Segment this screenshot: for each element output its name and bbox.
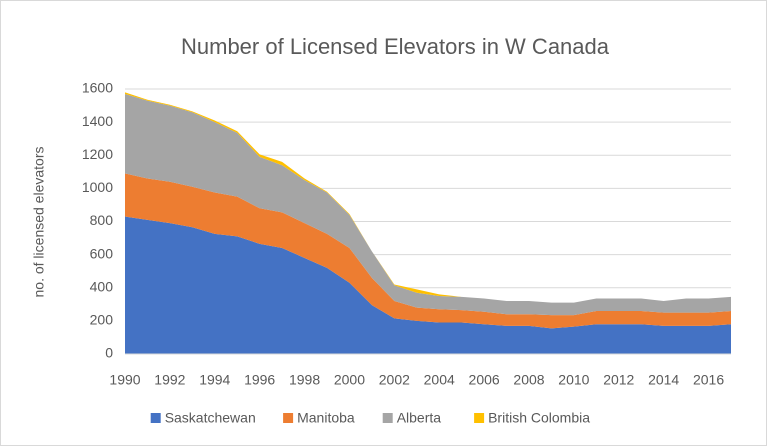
area	[125, 173, 731, 329]
legend-label: Alberta	[397, 410, 442, 426]
x-tick-label: 2010	[558, 372, 589, 388]
legend-swatch	[150, 413, 161, 423]
y-tick-label: 1600	[82, 80, 113, 96]
x-tick-label: 1998	[289, 372, 320, 388]
x-tick-label: 1996	[244, 372, 275, 388]
legend-label: Manitoba	[297, 410, 355, 426]
y-tick-label: 1000	[82, 179, 113, 195]
x-tick-label: 2014	[648, 372, 679, 388]
y-tick-label: 1200	[82, 146, 113, 162]
x-tick-label: 1994	[199, 372, 230, 388]
x-tick-label: 2000	[334, 372, 365, 388]
y-tick-label: 600	[90, 245, 114, 261]
x-tick-label: 2016	[693, 372, 724, 388]
y-tick-label: 200	[90, 312, 114, 328]
y-tick-label: 1400	[82, 113, 113, 129]
x-tick-label: 2006	[469, 372, 500, 388]
area	[125, 93, 731, 316]
legend-swatch	[382, 413, 393, 423]
legend-label: British Colombia	[488, 410, 590, 426]
x-tick-label: 1990	[109, 372, 140, 388]
y-tick-label: 400	[90, 278, 114, 294]
y-axis-label: no. of licensed elevators	[31, 147, 47, 298]
legend-swatch	[474, 413, 485, 423]
legend-swatch	[283, 413, 294, 423]
area	[125, 216, 731, 354]
x-tick-label: 2008	[513, 372, 544, 388]
y-tick-label: 800	[90, 212, 114, 228]
x-tick-label: 2002	[379, 372, 410, 388]
x-tick-label: 1992	[154, 372, 185, 388]
y-tick-label: 0	[105, 345, 113, 361]
chart-title: Number of Licensed Elevators in W Canada	[181, 34, 610, 59]
legend-label: Saskatchewan	[165, 410, 256, 426]
x-tick-label: 2012	[603, 372, 634, 388]
x-tick-label: 2004	[424, 372, 455, 388]
